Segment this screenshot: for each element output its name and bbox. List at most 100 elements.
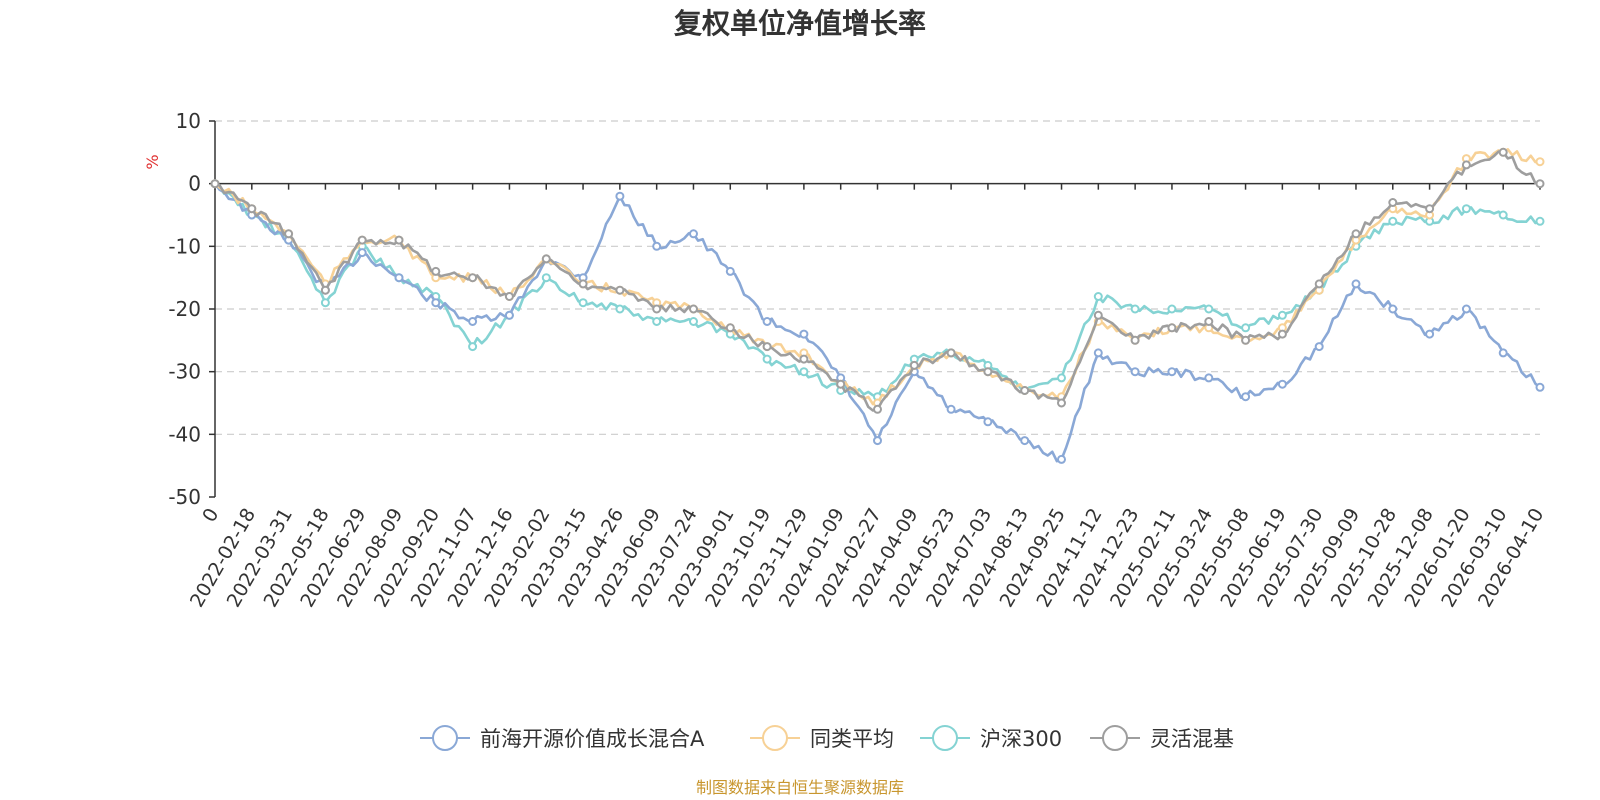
data-point (615, 285, 625, 295)
data-point (1277, 310, 1287, 320)
y-tick-label: 0 (188, 172, 201, 196)
data-point (320, 285, 330, 295)
legend-item[interactable]: 沪深300 (920, 725, 1062, 751)
data-point (1204, 373, 1214, 383)
data-point (357, 235, 367, 245)
x-tick-label: 0 (198, 505, 223, 526)
data-point (1388, 304, 1398, 314)
data-point (1425, 204, 1435, 214)
data-point (1167, 323, 1177, 333)
data-point (578, 279, 588, 289)
data-point (799, 329, 809, 339)
data-point (1057, 454, 1066, 464)
series-line-2 (214, 182, 1541, 398)
legend-item[interactable]: 前海开源价值成长混合A (420, 725, 705, 751)
legend-marker (762, 725, 788, 751)
data-point (1057, 398, 1066, 408)
data-point (762, 342, 772, 352)
data-point (394, 273, 404, 283)
data-point (725, 266, 735, 276)
legend-marker (1102, 725, 1128, 751)
data-point (689, 304, 698, 314)
data-point (1314, 279, 1324, 289)
data-point (946, 404, 956, 414)
data-point (1498, 210, 1508, 220)
series-layer (210, 147, 1545, 464)
y-tick-label: -20 (168, 297, 201, 321)
data-point (652, 317, 662, 326)
data-point (1277, 379, 1287, 389)
grid-layer (215, 120, 1540, 435)
data-point (357, 248, 367, 258)
y-tick-label: -10 (168, 234, 201, 258)
data-source: 制图数据来自恒生聚源数据库 (696, 778, 904, 797)
data-point (1498, 348, 1508, 358)
data-point (1241, 335, 1251, 345)
data-point (1351, 279, 1361, 289)
data-point (1093, 292, 1103, 301)
data-point (1461, 204, 1471, 214)
data-point (1388, 216, 1398, 226)
data-point (1388, 198, 1398, 207)
data-point (799, 367, 809, 377)
data-point (1167, 304, 1177, 314)
legend-marker (932, 725, 958, 751)
data-point (836, 379, 846, 389)
data-point (431, 298, 441, 308)
data-point (394, 235, 404, 245)
data-point (1535, 157, 1545, 167)
data-point (762, 354, 772, 364)
y-tick-label: -40 (168, 422, 201, 446)
data-point (541, 273, 551, 283)
data-point (1204, 304, 1214, 314)
y-tick-label: -50 (168, 485, 201, 509)
data-point (247, 204, 257, 214)
data-point (1425, 329, 1435, 339)
series-line-0 (213, 182, 1541, 463)
data-point (1130, 304, 1140, 314)
data-point (1241, 323, 1251, 333)
data-point (1498, 147, 1508, 157)
y-tick-label: 10 (176, 109, 201, 133)
data-point (615, 191, 625, 201)
data-point (1241, 392, 1251, 402)
data-point (1351, 229, 1361, 239)
data-point (1093, 348, 1103, 358)
data-point (1020, 386, 1030, 395)
data-point (689, 317, 698, 326)
data-point (1167, 367, 1177, 377)
data-point (1461, 160, 1471, 170)
data-point (1130, 367, 1140, 377)
data-point (909, 360, 919, 370)
data-point (615, 304, 625, 314)
data-point (1535, 179, 1545, 189)
data-point (873, 436, 882, 446)
y-tick-label: -30 (168, 360, 201, 384)
data-point (652, 241, 662, 251)
data-point (1314, 342, 1324, 352)
legend-item[interactable]: 同类平均 (750, 725, 894, 751)
data-point (284, 229, 294, 239)
data-point (541, 254, 551, 264)
chart-title: 复权单位净值增长率 (674, 7, 926, 40)
data-point (1535, 216, 1545, 226)
data-point (504, 310, 514, 320)
legend-label: 前海开源价值成长混合A (480, 727, 705, 751)
legend-marker (432, 725, 458, 751)
data-point (983, 367, 993, 377)
data-point (320, 298, 330, 308)
data-point (578, 298, 588, 308)
data-point (725, 323, 735, 333)
data-point (799, 354, 809, 364)
data-point (468, 317, 478, 326)
data-point (1130, 335, 1140, 345)
data-point (689, 229, 698, 239)
legend[interactable]: 前海开源价值成长混合A 同类平均 沪深300 灵活混基 (420, 725, 1234, 751)
data-point (1535, 382, 1545, 392)
y-axis-unit: % (143, 154, 162, 169)
legend-item[interactable]: 灵活混基 (1090, 725, 1234, 751)
legend-label: 沪深300 (980, 727, 1062, 751)
data-point (431, 266, 441, 276)
data-point (873, 404, 882, 414)
